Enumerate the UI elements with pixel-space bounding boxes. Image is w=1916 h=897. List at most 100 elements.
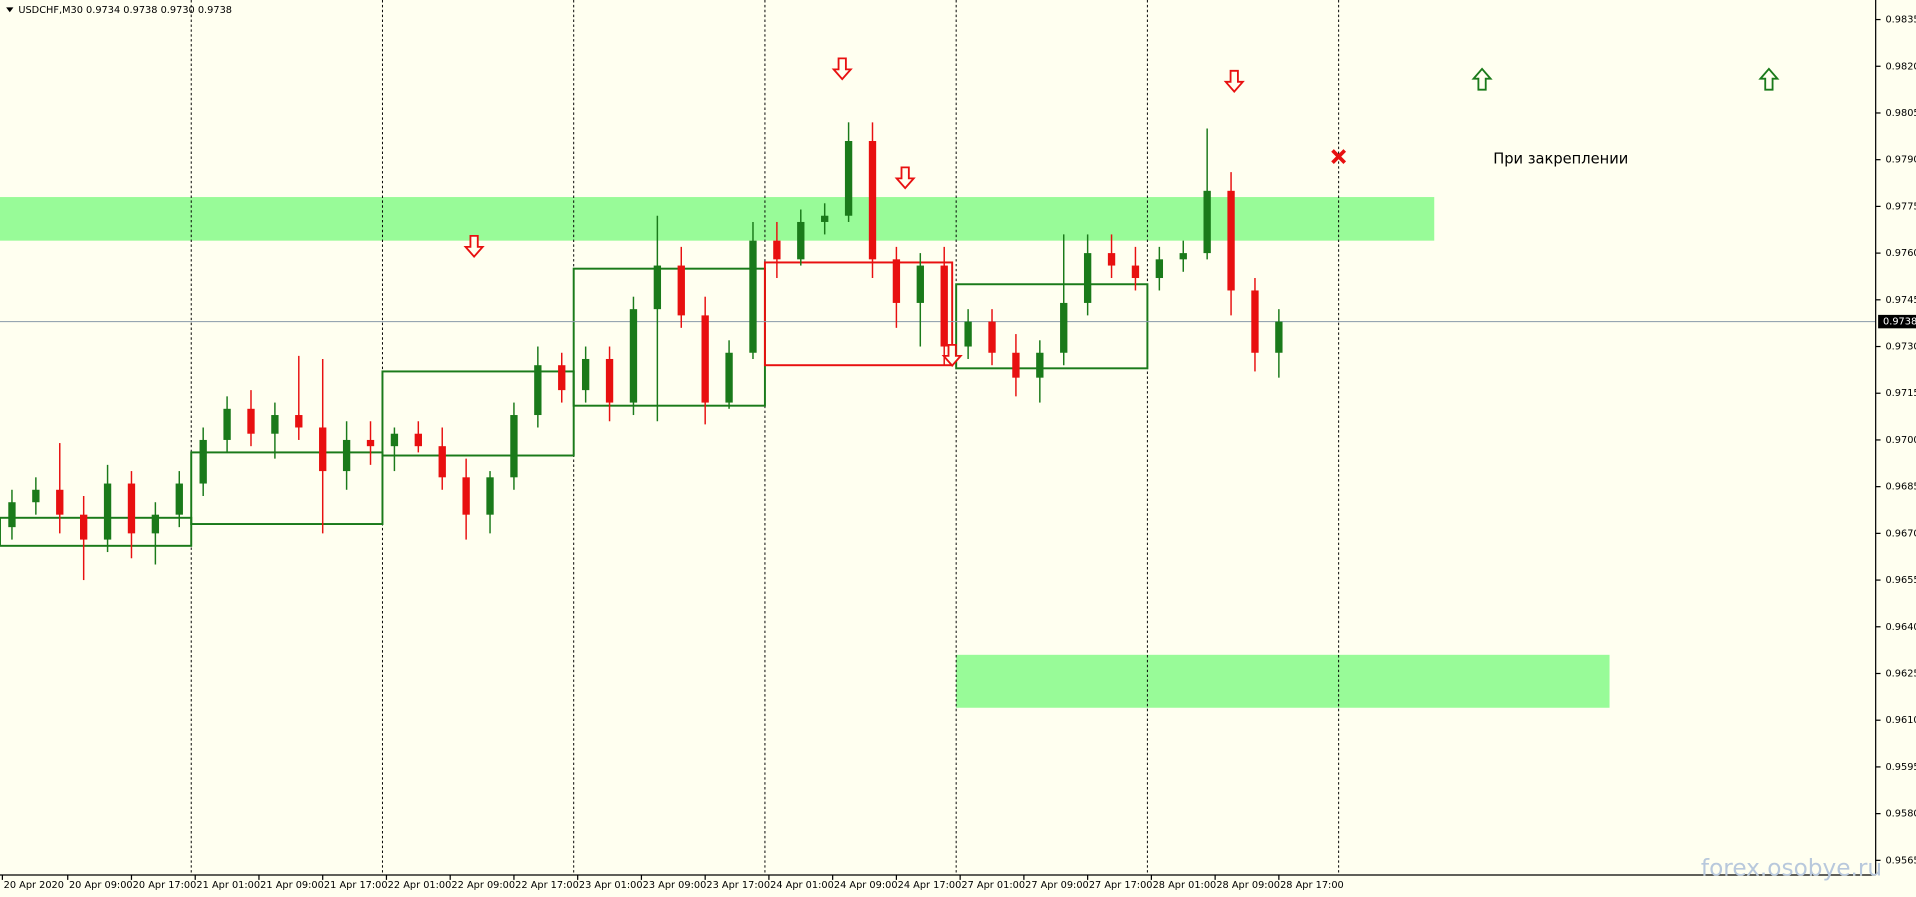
chart-title: USDCHF,M30 0.9734 0.9738 0.9730 0.9738	[18, 5, 232, 16]
candle-body	[1155, 259, 1164, 279]
y-tick-label: 0.9685	[1885, 482, 1916, 493]
candle-body	[749, 240, 757, 353]
candle-body	[797, 221, 805, 260]
candle-body	[199, 439, 207, 484]
candle-body	[486, 477, 494, 515]
candle-body	[1083, 253, 1092, 303]
y-tick-label: 0.9655	[1885, 575, 1916, 586]
x-tick-label: 20 Apr 17:00	[133, 880, 197, 891]
signal-arrow	[941, 343, 963, 368]
x-tick-label: 21 Apr 09:00	[260, 880, 324, 891]
signal-arrow	[831, 57, 853, 81]
x-tick-label: 27 Apr 09:00	[1025, 880, 1089, 891]
candle-body	[605, 358, 614, 403]
candle-body	[868, 140, 877, 260]
x-tick-label: 24 Apr 17:00	[898, 880, 962, 891]
candle-body	[1251, 290, 1259, 353]
watermark: forex.osobye.ru	[1701, 854, 1882, 881]
menu-triangle	[6, 7, 14, 13]
x-tick-label: 22 Apr 09:00	[451, 880, 515, 891]
range-box	[763, 261, 954, 367]
candle-body	[1036, 352, 1044, 378]
x-tick-label: 27 Apr 17:00	[1089, 880, 1153, 891]
range-box	[0, 516, 193, 547]
cross-mark	[1331, 149, 1347, 164]
candle-body	[414, 433, 422, 447]
candle-body	[581, 358, 590, 391]
zone	[0, 197, 1435, 241]
x-tick-label: 23 Apr 17:00	[706, 880, 770, 891]
candle-body	[558, 365, 566, 391]
signal-arrow	[894, 166, 916, 190]
candle-body	[271, 415, 279, 434]
y-tick-label: 0.9835	[1885, 15, 1916, 26]
x-tick-label: 24 Apr 01:00	[770, 880, 834, 891]
candle-body	[151, 514, 160, 534]
candle-body	[964, 321, 972, 347]
signal-arrow	[1758, 67, 1780, 91]
candle-body	[127, 483, 136, 534]
candle-body	[653, 265, 662, 310]
signal-arrow	[463, 234, 485, 259]
candle-body	[701, 315, 709, 403]
y-tick-label: 0.9745	[1885, 295, 1916, 306]
y-tick-label: 0.9625	[1885, 668, 1916, 679]
range-box	[955, 283, 1149, 370]
y-tick-label: 0.9595	[1885, 762, 1916, 773]
x-tick-label: 22 Apr 01:00	[388, 880, 452, 891]
candle-body	[1203, 190, 1211, 254]
candle-body	[366, 439, 375, 447]
candle-body	[892, 259, 901, 303]
signal-arrow	[1471, 67, 1493, 91]
y-tick-label: 0.9805	[1885, 108, 1916, 119]
candle-body	[1012, 352, 1020, 378]
x-tick-label: 21 Apr 17:00	[324, 880, 388, 891]
x-tick-label: 24 Apr 09:00	[834, 880, 898, 891]
annotation: При закреплении	[1493, 151, 1628, 168]
y-tick-label: 0.9565	[1885, 855, 1916, 866]
candle-body	[821, 215, 829, 222]
candle-body	[319, 427, 327, 472]
candle-body	[32, 489, 40, 503]
x-tick-label: 28 Apr 17:00	[1280, 880, 1344, 891]
candle-body	[462, 477, 470, 515]
candle-body	[534, 365, 542, 416]
candle-body	[247, 408, 255, 434]
y-tick-label: 0.9730	[1885, 342, 1916, 353]
x-tick-label: 28 Apr 01:00	[1153, 880, 1217, 891]
candle-body	[438, 446, 446, 478]
zone	[956, 654, 1610, 708]
range-box	[190, 451, 384, 526]
candle-body	[1060, 302, 1068, 353]
candle-body	[510, 415, 518, 478]
x-tick-label: 23 Apr 01:00	[579, 880, 643, 891]
candle-body	[677, 265, 685, 316]
x-tick-label: 23 Apr 09:00	[643, 880, 707, 891]
candle-body	[1179, 253, 1187, 260]
x-tick-label: 27 Apr 01:00	[961, 880, 1025, 891]
candle-body	[725, 352, 733, 403]
x-tick-label: 28 Apr 09:00	[1216, 880, 1280, 891]
candle-body	[390, 433, 399, 447]
candle-body	[1131, 265, 1140, 279]
candle-body	[773, 240, 781, 260]
candle-body	[103, 483, 112, 540]
candle-body	[223, 408, 231, 440]
y-tick-label: 0.9715	[1885, 388, 1916, 399]
candle-body	[916, 265, 924, 303]
candle-body	[988, 321, 996, 353]
candle-body	[1107, 253, 1116, 266]
y-tick-label: 0.9775	[1885, 201, 1916, 212]
candle-body	[342, 439, 351, 472]
candle-body	[629, 309, 638, 403]
x-tick-label: 21 Apr 01:00	[196, 880, 260, 891]
